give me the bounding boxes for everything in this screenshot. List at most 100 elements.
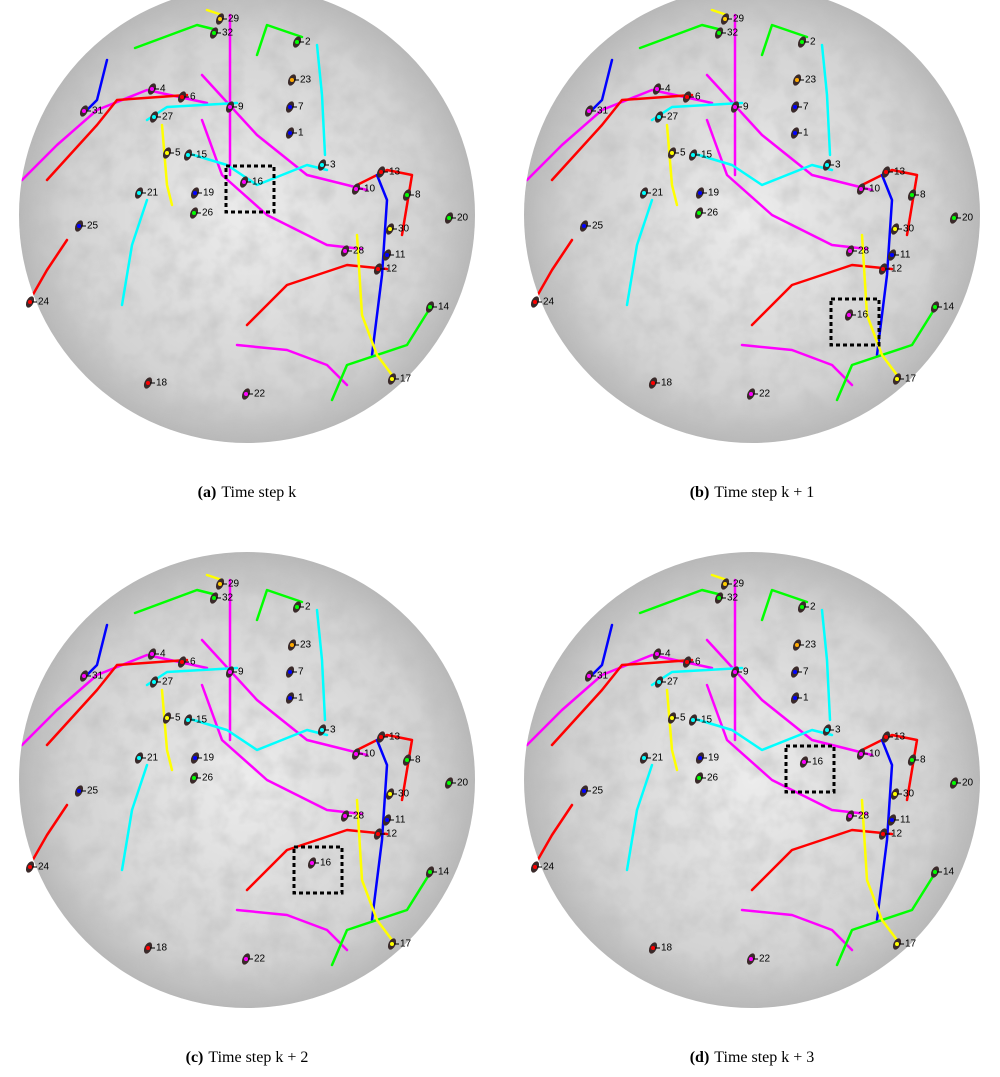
fly-label: 24 [38,297,50,308]
fly-label: 22 [254,389,266,400]
fly-label: 8 [415,755,421,766]
fly-marker [642,756,646,760]
fly-label: 26 [202,208,214,219]
fly-label: 21 [652,188,664,199]
fly-label: 4 [160,84,166,95]
fly-label: 32 [222,28,234,39]
fly-label: 16 [812,757,824,768]
fly-label: 13 [894,732,906,743]
fly-label: 2 [810,37,816,48]
fly-marker [218,582,222,586]
fly-marker [244,392,248,396]
fly-marker [698,756,702,760]
caption: (a)Time step k [198,484,297,501]
fly-marker [533,865,537,869]
fly-marker [228,670,232,674]
fly-marker [428,305,432,309]
fly-label: 29 [228,579,240,590]
fly-marker [800,40,804,44]
fly-label: 32 [727,593,739,604]
fly-marker [952,216,956,220]
fly-marker [795,78,799,82]
fly-marker [288,670,292,674]
caption-tag: (b) [690,484,710,501]
fly-marker [244,957,248,961]
fly-marker [320,163,324,167]
fly-marker [193,756,197,760]
fly-label: 5 [175,713,181,724]
fly-marker [150,652,154,656]
fly-label: 7 [298,667,304,678]
fly-label: 29 [733,579,745,590]
figure: 2932223469731271515313161082119262025302… [0,0,1000,1077]
fly-marker [691,718,695,722]
fly-label: 11 [395,250,406,261]
fly-marker [717,596,721,600]
fly-label: 25 [87,786,99,797]
fly-marker [290,78,294,82]
fly-label: 8 [415,190,421,201]
fly-marker [165,716,169,720]
fly-marker [582,224,586,228]
fly-label: 9 [238,667,244,678]
caption-text: Time step k + 1 [714,484,814,501]
fly-marker [890,818,894,822]
caption-tag: (d) [690,1049,710,1066]
fly-label: 13 [389,732,401,743]
fly-label: 29 [228,14,240,25]
fly-label: 24 [38,862,50,873]
fly-marker [343,814,347,818]
fly-marker [825,163,829,167]
fly-marker [180,95,184,99]
fly-label: 11 [900,815,911,826]
fly-marker [859,187,863,191]
fly-marker [655,652,659,656]
fly-marker [933,870,937,874]
fly-marker [697,776,701,780]
fly-marker [651,946,655,950]
fly-label: 6 [695,92,701,103]
fly-marker [77,789,81,793]
fly-label: 24 [543,862,555,873]
fly-marker [295,40,299,44]
fly-label: 4 [665,84,671,95]
fly-label: 27 [667,112,679,123]
fly-label: 5 [175,148,181,159]
fly-marker [895,942,899,946]
fly-label: 26 [707,773,719,784]
fly-marker [192,776,196,780]
fly-marker [793,105,797,109]
fly-marker [733,670,737,674]
fly-label: 10 [869,184,881,195]
fly-marker [192,211,196,215]
fly-label: 18 [661,378,673,389]
fly-label: 9 [238,102,244,113]
panel: 2932223469731271515313161082119262025302… [524,0,980,501]
fly-marker [428,870,432,874]
fly-label: 25 [87,221,99,232]
fly-label: 21 [147,188,159,199]
caption-text: Time step k + 2 [208,1049,308,1066]
fly-label: 23 [805,640,817,651]
fly-label: 13 [389,167,401,178]
fly-marker [657,115,661,119]
fly-marker [390,942,394,946]
fly-label: 3 [330,160,336,171]
fly-label: 14 [943,302,955,313]
fly-label: 5 [680,148,686,159]
fly-label: 5 [680,713,686,724]
fly-label: 27 [162,112,174,123]
fly-marker [137,191,141,195]
fly-label: 23 [805,75,817,86]
fly-marker [354,187,358,191]
fly-marker [150,87,154,91]
fly-label: 25 [592,221,604,232]
fly-marker [137,756,141,760]
fly-marker [28,865,32,869]
fly-label: 31 [92,106,104,117]
fly-marker [800,605,804,609]
fly-label: 27 [162,677,174,688]
fly-marker [685,660,689,664]
fly-label: 30 [398,224,410,235]
fly-label: 17 [400,939,412,950]
